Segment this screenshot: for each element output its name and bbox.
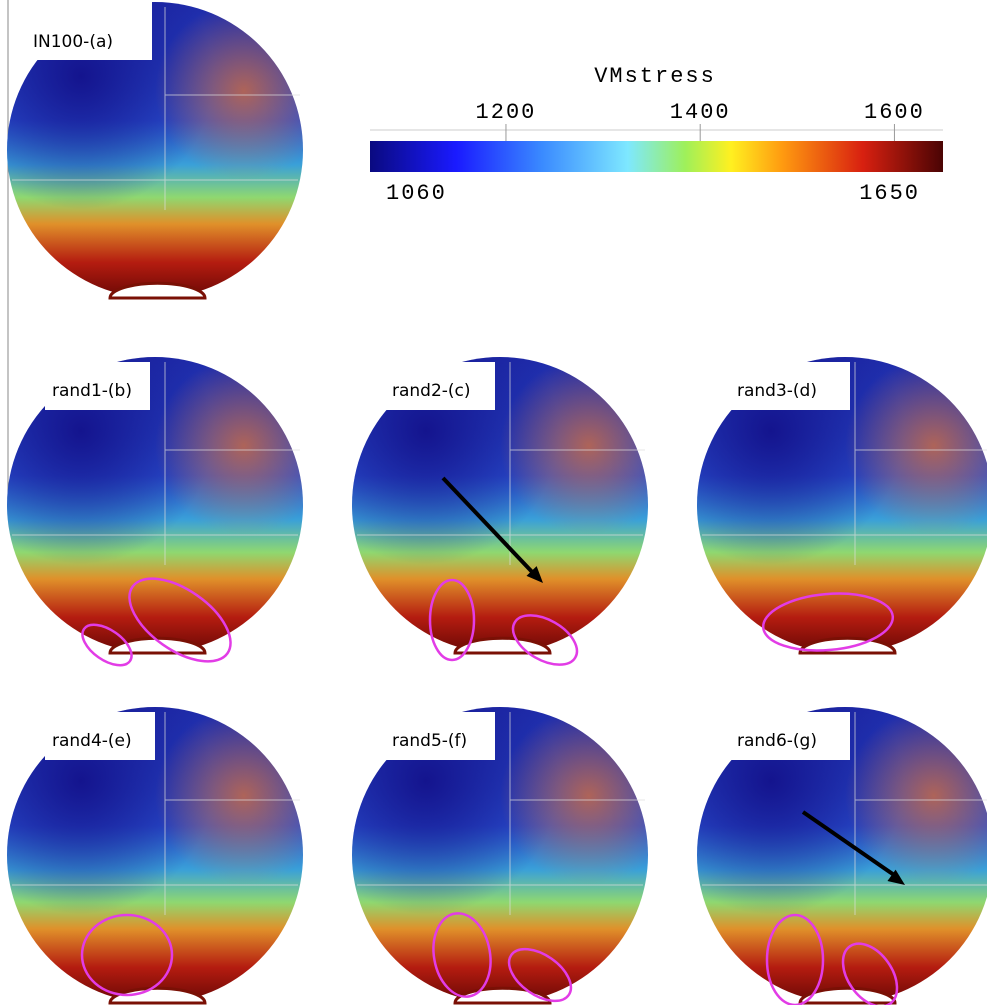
panel-label: rand1-(b) bbox=[52, 381, 132, 401]
colorbar-tick-label: 1200 bbox=[476, 100, 537, 125]
stress-map: rand4-(e) bbox=[7, 707, 303, 1003]
panel-label: IN100-(a) bbox=[33, 32, 113, 52]
colorbar-title: VMstress bbox=[594, 64, 716, 89]
colorbar-tick-label: 1600 bbox=[864, 100, 925, 125]
colorbar-max: 1650 bbox=[859, 181, 920, 206]
panel-label: rand5-(f) bbox=[392, 731, 467, 751]
stress-map: rand1-(b) bbox=[7, 357, 303, 678]
stress-map: rand6-(g) bbox=[697, 707, 987, 1005]
panel-label: rand6-(g) bbox=[737, 731, 817, 751]
colorbar-min: 1060 bbox=[386, 181, 447, 206]
panel-label: rand2-(c) bbox=[392, 381, 471, 401]
stress-map: rand2-(c) bbox=[352, 357, 648, 675]
stress-map: rand5-(f) bbox=[352, 707, 648, 1005]
panel-label: rand3-(d) bbox=[737, 381, 817, 401]
colorbar-tick-label: 1400 bbox=[670, 100, 731, 125]
stress-map: rand3-(d) bbox=[697, 357, 987, 656]
stress-map: IN100-(a) bbox=[7, 0, 303, 298]
figure: VMstress 1060 1650 1200 1400 1600 IN100-(a)… bbox=[0, 0, 987, 1005]
panel-label: rand4-(e) bbox=[52, 731, 132, 751]
colorbar bbox=[370, 141, 943, 172]
